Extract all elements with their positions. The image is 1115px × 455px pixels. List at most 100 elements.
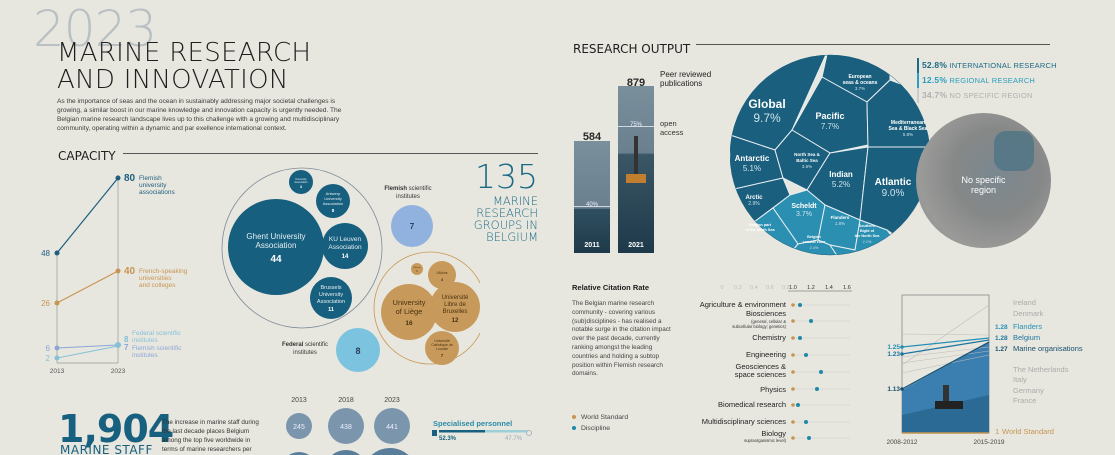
svg-text:Denmark: Denmark [1013, 309, 1044, 318]
svg-text:seas & oceans: seas & oceans [843, 80, 878, 86]
legend-world-standard: World Standard [572, 412, 628, 423]
total-groups-number: 135 [475, 157, 538, 196]
svg-text:1.25: 1.25 [887, 344, 900, 351]
svg-text:2.4%: 2.4% [810, 246, 819, 250]
svg-text:0.8: 0.8 [782, 285, 790, 291]
svg-text:World Standard: World Standard [1002, 427, 1054, 436]
marine-staff-label: MARINE STAFF [60, 443, 153, 455]
region-legend: 52.8% INTERNATIONAL RESEARCH 12.5% REGIO… [917, 58, 1057, 103]
svg-text:Bight of: Bight of [860, 229, 875, 233]
svg-text:1: 1 [416, 270, 418, 273]
intro-paragraph: As the importance of seas and the ocean … [57, 98, 342, 132]
svg-text:Germany: Germany [1013, 386, 1044, 395]
svg-text:Southern: Southern [859, 224, 876, 228]
svg-text:7.7%: 7.7% [821, 122, 839, 131]
title-line-2: AND INNOVATION [57, 65, 289, 95]
svg-text:Physics: Physics [760, 385, 786, 394]
svg-text:1.13: 1.13 [887, 386, 900, 393]
svg-text:coastal zone: coastal zone [803, 240, 826, 244]
svg-text:438: 438 [340, 424, 352, 431]
svg-text:Flemish scientific: Flemish scientific [132, 345, 182, 352]
svg-text:7: 7 [410, 222, 415, 231]
svg-text:Mediterranean: Mediterranean [891, 120, 925, 126]
svg-text:Scheldt: Scheldt [791, 203, 817, 210]
svg-text:6: 6 [46, 344, 51, 353]
svg-text:institutes: institutes [132, 337, 158, 344]
research-output-heading: RESEARCH OUTPUT [573, 42, 691, 56]
capacity-divider [123, 153, 538, 154]
svg-text:University: University [295, 177, 307, 181]
bar-2011: 40% 2011 [574, 141, 610, 253]
svg-text:subcellular biology; genetics): subcellular biology; genetics) [732, 324, 786, 329]
bar-2021: 75% 2021 [618, 86, 654, 253]
svg-text:Belgium: Belgium [1013, 333, 1040, 342]
svg-text:52.3%: 52.3% [439, 436, 457, 442]
citation-legend: World Standard Discipline [572, 412, 628, 434]
svg-text:2015-2019: 2015-2019 [973, 439, 1004, 446]
svg-text:2.6%: 2.6% [756, 234, 765, 238]
total-groups-label: MARINE RESEARCH GROUPS IN BELGIUM [473, 194, 538, 244]
svg-text:UNamur: UNamur [413, 267, 421, 269]
svg-text:Pacific: Pacific [815, 111, 844, 121]
svg-text:European: European [848, 74, 871, 80]
svg-text:2023: 2023 [111, 368, 126, 375]
svg-text:Agriculture & environment: Agriculture & environment [700, 300, 787, 309]
svg-text:Catholique de: Catholique de [431, 343, 453, 347]
svg-text:9.7%: 9.7% [753, 111, 781, 125]
svg-text:Engineering: Engineering [746, 350, 786, 359]
svg-text:40: 40 [124, 266, 136, 277]
svg-text:space sciences: space sciences [735, 370, 787, 379]
svg-text:Biology: Biology [761, 429, 786, 438]
svg-text:supraorganismic level): supraorganismic level) [744, 438, 786, 443]
svg-text:1.28: 1.28 [995, 335, 1008, 342]
svg-text:France: France [1013, 396, 1036, 405]
svg-text:8: 8 [332, 208, 335, 213]
svg-text:1.0: 1.0 [789, 285, 797, 291]
svg-text:Biosciences: Biosciences [746, 309, 786, 318]
svg-text:44: 44 [270, 254, 282, 265]
svg-text:Association: Association [256, 241, 297, 250]
svg-text:7: 7 [124, 343, 129, 352]
svg-text:7: 7 [441, 353, 444, 358]
svg-text:French-speaking: French-speaking [139, 268, 188, 275]
svg-text:2.1%: 2.1% [863, 240, 872, 244]
svg-text:245: 245 [293, 424, 305, 431]
svg-text:Flemish: Flemish [139, 175, 162, 182]
svg-text:Flanders: Flanders [1013, 322, 1042, 331]
research-groups-bubble-chart: Ghent University Association 44 KU Leuve… [221, 167, 480, 372]
svg-text:institutes: institutes [132, 352, 158, 359]
svg-text:3.7%: 3.7% [855, 86, 865, 91]
svg-text:47.7%: 47.7% [505, 436, 523, 442]
svg-text:University: University [393, 298, 426, 307]
svg-text:Chemistry: Chemistry [752, 333, 786, 342]
svg-text:Association: Association [294, 180, 308, 184]
svg-text:Federal scientific: Federal scientific [282, 342, 328, 348]
country-citation-chart: 1.25 1.23 1.13 Ireland Denmark 1.28 Flan… [886, 294, 1083, 446]
svg-text:14: 14 [342, 254, 349, 260]
svg-text:Marine organisations: Marine organisations [1013, 344, 1083, 353]
svg-text:2013: 2013 [291, 397, 307, 404]
svg-text:80: 80 [124, 173, 136, 184]
svg-text:Association: Association [323, 201, 343, 206]
svg-text:0.2: 0.2 [734, 285, 742, 291]
region-voronoi-chart: Global European seas & oceans Pacific Me… [730, 54, 930, 256]
svg-text:4: 4 [441, 277, 444, 282]
svg-text:Association: Association [317, 299, 345, 305]
svg-text:the North Sea: the North Sea [855, 234, 881, 238]
svg-text:institutes: institutes [396, 194, 420, 200]
year-watermark: 2023 [33, 0, 157, 58]
svg-text:1.27: 1.27 [995, 346, 1008, 353]
marine-staff-text: The increase in marine staff during the … [162, 419, 259, 453]
svg-text:3: 3 [300, 185, 302, 189]
svg-text:Atlantic: Atlantic [875, 177, 912, 188]
svg-text:University: University [324, 196, 342, 201]
svg-text:16: 16 [405, 320, 413, 327]
svg-text:Biomedical research: Biomedical research [718, 400, 786, 409]
svg-text:8: 8 [124, 335, 129, 344]
svg-text:Flanders: Flanders [831, 215, 850, 220]
svg-text:Ghent University: Ghent University [246, 232, 305, 241]
svg-text:Federal scientific: Federal scientific [132, 330, 182, 337]
svg-text:9.0%: 9.0% [882, 188, 905, 199]
svg-text:0: 0 [720, 285, 723, 291]
